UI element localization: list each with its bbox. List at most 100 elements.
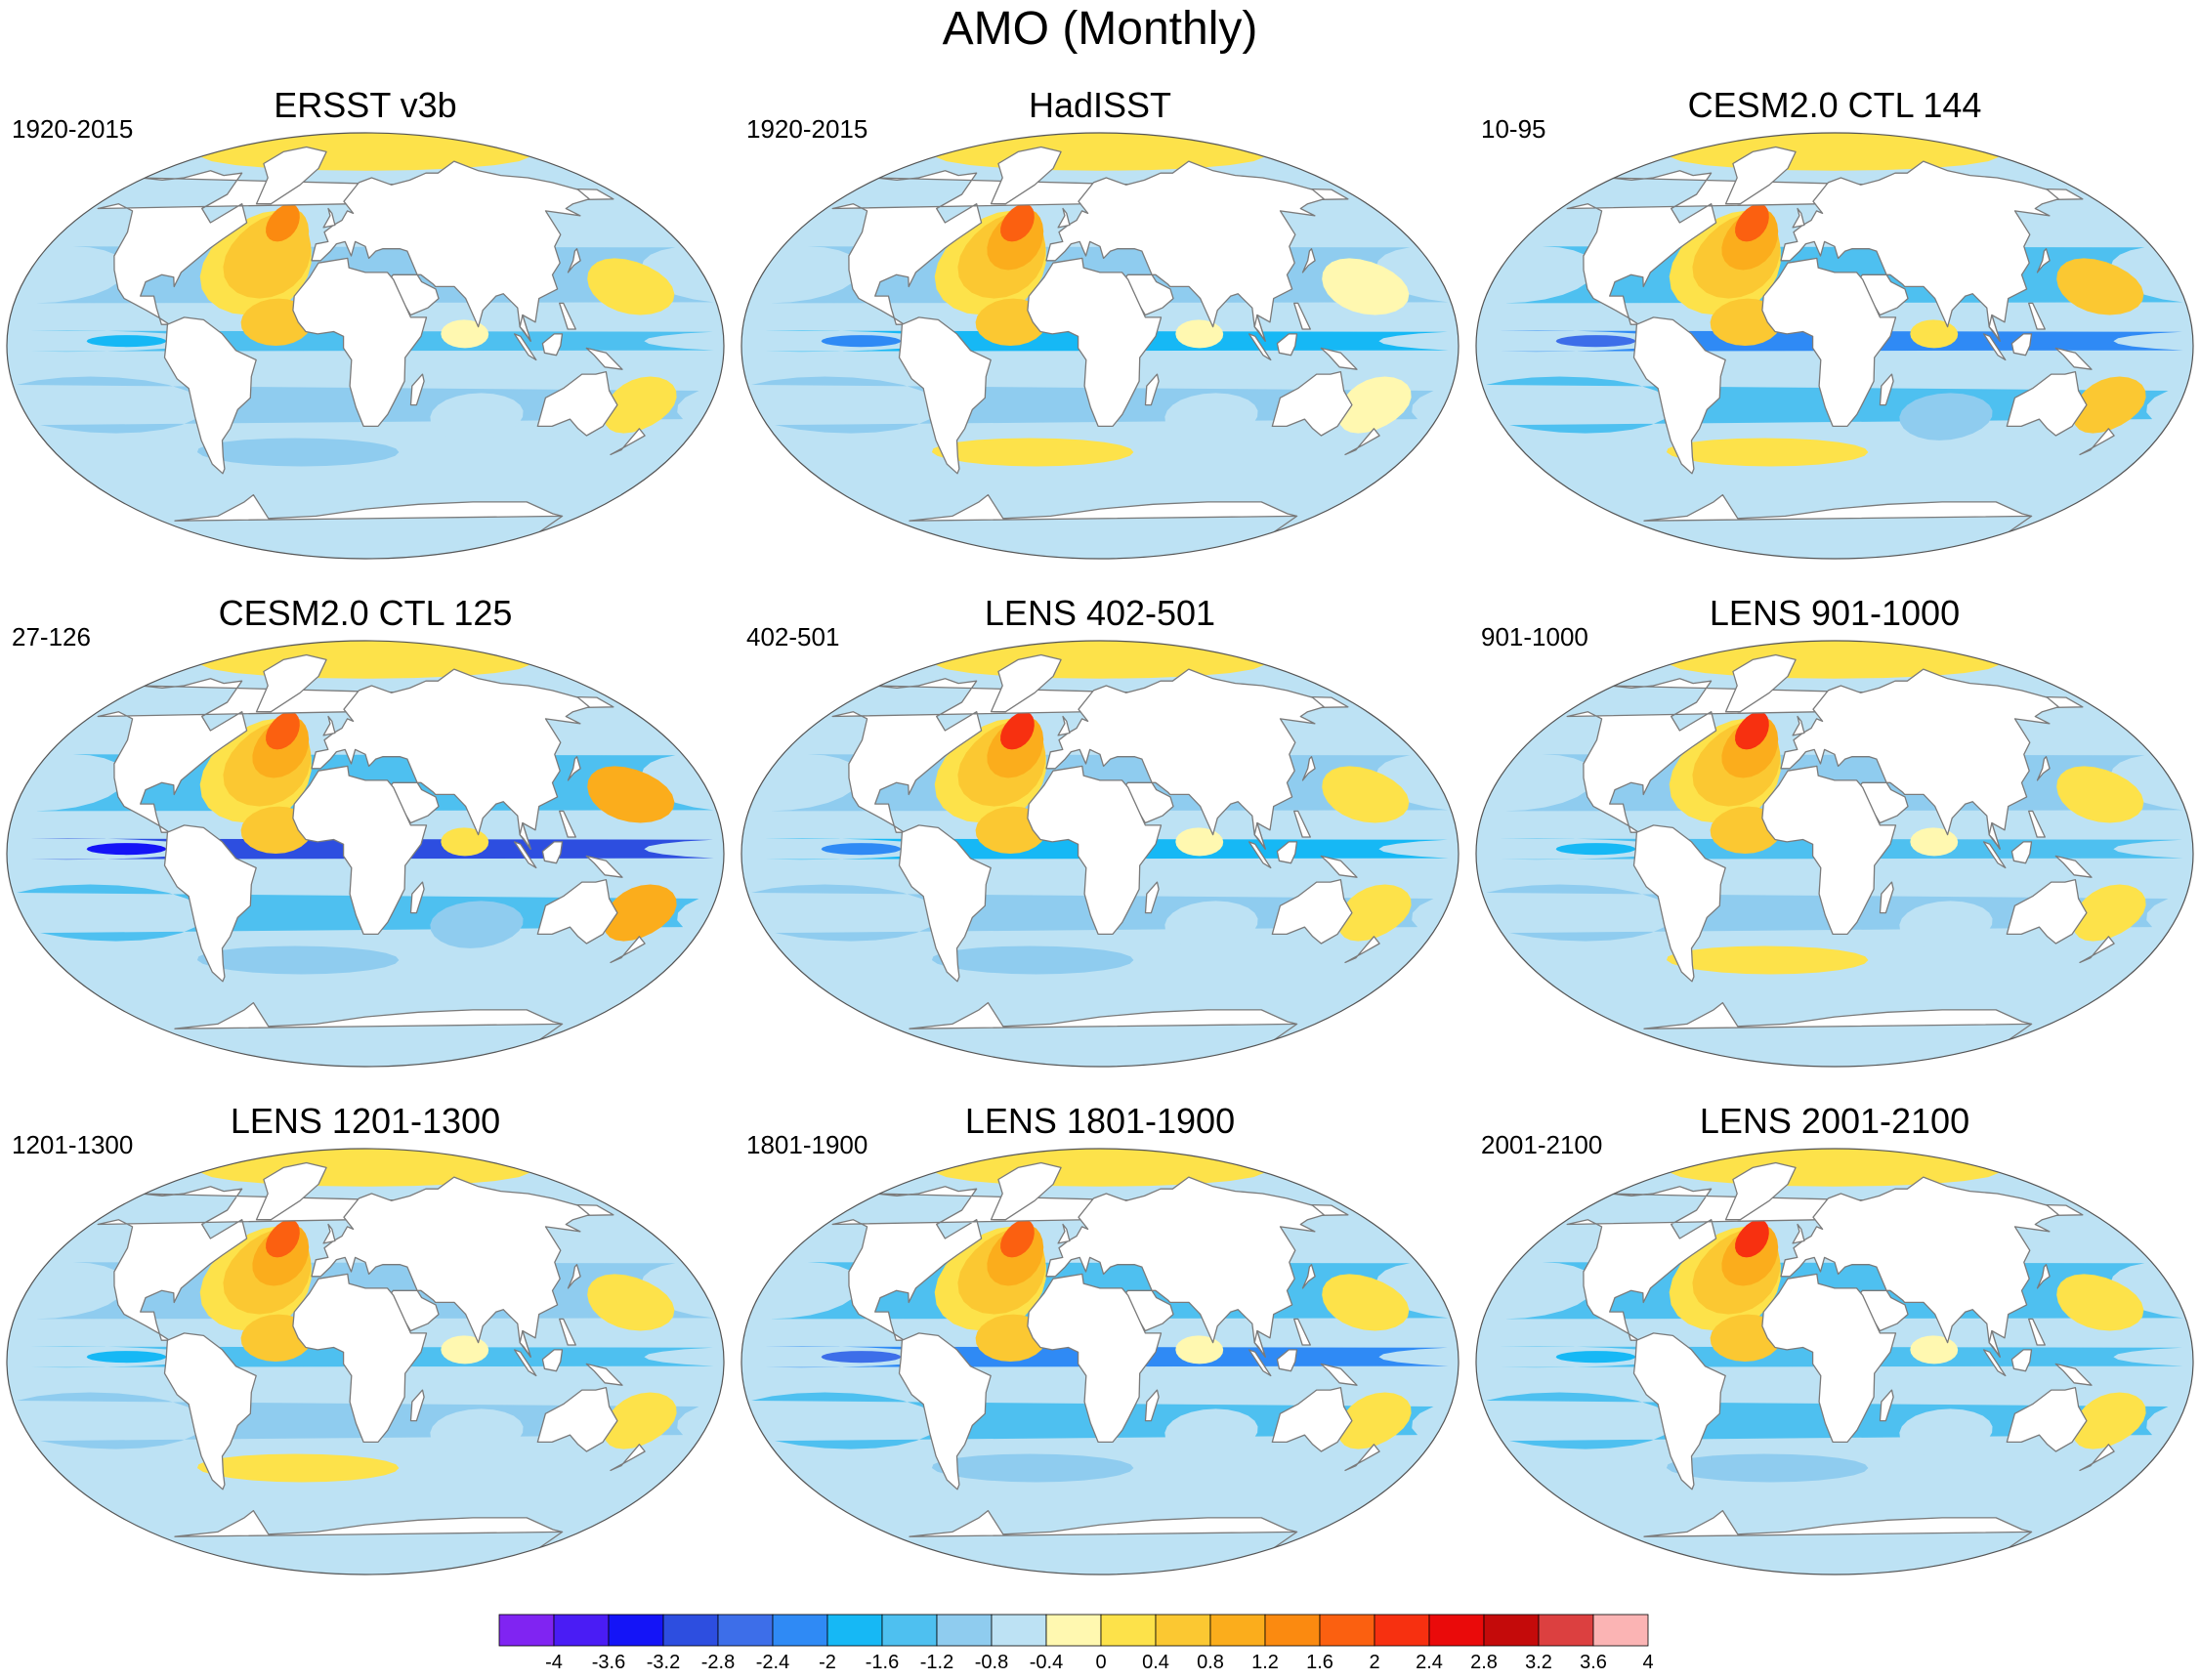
land-samerica [163, 824, 257, 983]
land-greenland [255, 653, 327, 713]
land-madagascar [1879, 881, 1894, 914]
land-uk [1792, 715, 1805, 736]
land-madagascar [409, 881, 425, 914]
southern-ocean-anomaly [1666, 438, 1869, 467]
land-antarctica [1643, 493, 2033, 559]
west-pacific-anomaly [1322, 258, 1410, 315]
land-africa [292, 1273, 428, 1444]
land-indochina [519, 314, 531, 342]
land-samerica [898, 824, 992, 983]
land-nz [610, 428, 646, 456]
land-uk [1792, 1223, 1805, 1244]
arabian-sea-anomaly [441, 319, 489, 349]
colorbar-swatch [772, 1614, 828, 1647]
land-newguinea [1320, 1363, 1358, 1386]
land-madagascar [1144, 1389, 1160, 1422]
indian-ocean-anomaly [1899, 1408, 1993, 1456]
land-samerica [898, 1332, 992, 1491]
arabian-sea-anomaly [1175, 319, 1224, 349]
arctic-anomaly [199, 641, 531, 679]
arctic-anomaly [199, 1149, 531, 1187]
land-japan [567, 756, 581, 781]
indian-ocean-anomaly [1164, 901, 1258, 948]
land-indochina [1253, 821, 1266, 850]
equatorial-pacific-core [821, 335, 902, 348]
land-australia [536, 1386, 618, 1452]
southwest-pacific-anomaly [2073, 884, 2146, 942]
map-svg [740, 1148, 1460, 1575]
arabian-sea-anomaly [1910, 1335, 1959, 1365]
north-atlantic-core [266, 203, 300, 242]
arctic-anomaly [1669, 133, 2001, 171]
land-nz [1344, 936, 1380, 964]
map-border [6, 640, 725, 1068]
colorbar-swatch [608, 1614, 664, 1647]
land-eurasia [1780, 160, 2059, 342]
panel-title: LENS 402-501 [984, 593, 1216, 633]
arabian-sea-anomaly [1910, 319, 1959, 349]
land-australia [1271, 1386, 1353, 1452]
land-uk [322, 207, 336, 229]
land-greenland [1724, 653, 1797, 713]
map-svg [1475, 640, 2194, 1068]
map-svg [1475, 132, 2194, 560]
southwest-pacific-anomaly [1338, 376, 1412, 434]
map-border [740, 640, 1460, 1068]
land-australia [1271, 878, 1353, 945]
north-atlantic-core [1000, 203, 1035, 242]
panel-period: 10-95 [1481, 114, 1546, 144]
west-pacific-anomaly [587, 766, 675, 823]
land-indochina [1988, 1329, 2001, 1358]
land-borneo [541, 841, 564, 864]
land-newguinea [585, 1363, 623, 1386]
land-philippines [2028, 302, 2046, 330]
southern-ocean-anomaly [1666, 1453, 1869, 1483]
land-greenland [255, 146, 327, 205]
land-japan [2036, 756, 2051, 781]
colorbar-label: -3.6 [592, 1652, 625, 1672]
equatorial-pacific-core [821, 1351, 902, 1364]
west-pacific-anomaly [587, 1274, 675, 1331]
land-sumatra [513, 333, 537, 361]
land-eurasia [311, 1176, 590, 1358]
indian-ocean-anomaly [1899, 901, 1993, 948]
southwest-pacific-anomaly [604, 884, 677, 942]
colorbar-swatch [1045, 1614, 1102, 1647]
land-africa [1027, 765, 1163, 936]
arctic-anomaly [934, 641, 1266, 679]
land-newguinea [585, 855, 623, 878]
land-africa [1761, 1273, 1897, 1444]
colorbar-label: -2 [819, 1652, 836, 1672]
arabian-sea-anomaly [1175, 1335, 1224, 1365]
colorbar-label: 3.2 [1525, 1652, 1552, 1672]
land-philippines [559, 810, 576, 838]
colorbar-label: 2 [1369, 1652, 1379, 1672]
equatorial-pacific-core [86, 843, 167, 856]
land-uk [1057, 715, 1071, 736]
land-nz [610, 1444, 646, 1472]
land-australia [2006, 1386, 2088, 1452]
map-panel: HadISST 1920-2015 [739, 84, 1461, 592]
land-uk [1057, 207, 1071, 229]
colorbar-swatch [881, 1614, 938, 1647]
panel-period: 901-1000 [1481, 622, 1588, 651]
land-australia [1271, 370, 1353, 437]
land-sumatra [1982, 333, 2007, 361]
land-madagascar [1879, 1389, 1894, 1422]
map-svg [6, 132, 725, 560]
land-greenland [990, 146, 1062, 205]
land-philippines [559, 1318, 576, 1346]
north-atlantic-core [1735, 203, 1769, 242]
panel-period: 1920-2015 [746, 114, 868, 144]
land-antarctica [174, 1001, 564, 1067]
land-indochina [519, 1329, 531, 1358]
land-sumatra [1248, 841, 1272, 869]
land-newguinea [2054, 855, 2093, 878]
colorbar: -4 -3.6 -3.2 -2.8 -2.4 -2 -1.6 -1.2 -0.8 -0.4 0 0.4… [498, 1614, 1654, 1672]
southern-ocean-anomaly [196, 438, 400, 467]
land-australia [536, 370, 618, 437]
land-newguinea [585, 347, 623, 370]
land-australia [2006, 878, 2088, 945]
arabian-sea-anomaly [441, 827, 489, 857]
land-borneo [541, 1349, 564, 1372]
